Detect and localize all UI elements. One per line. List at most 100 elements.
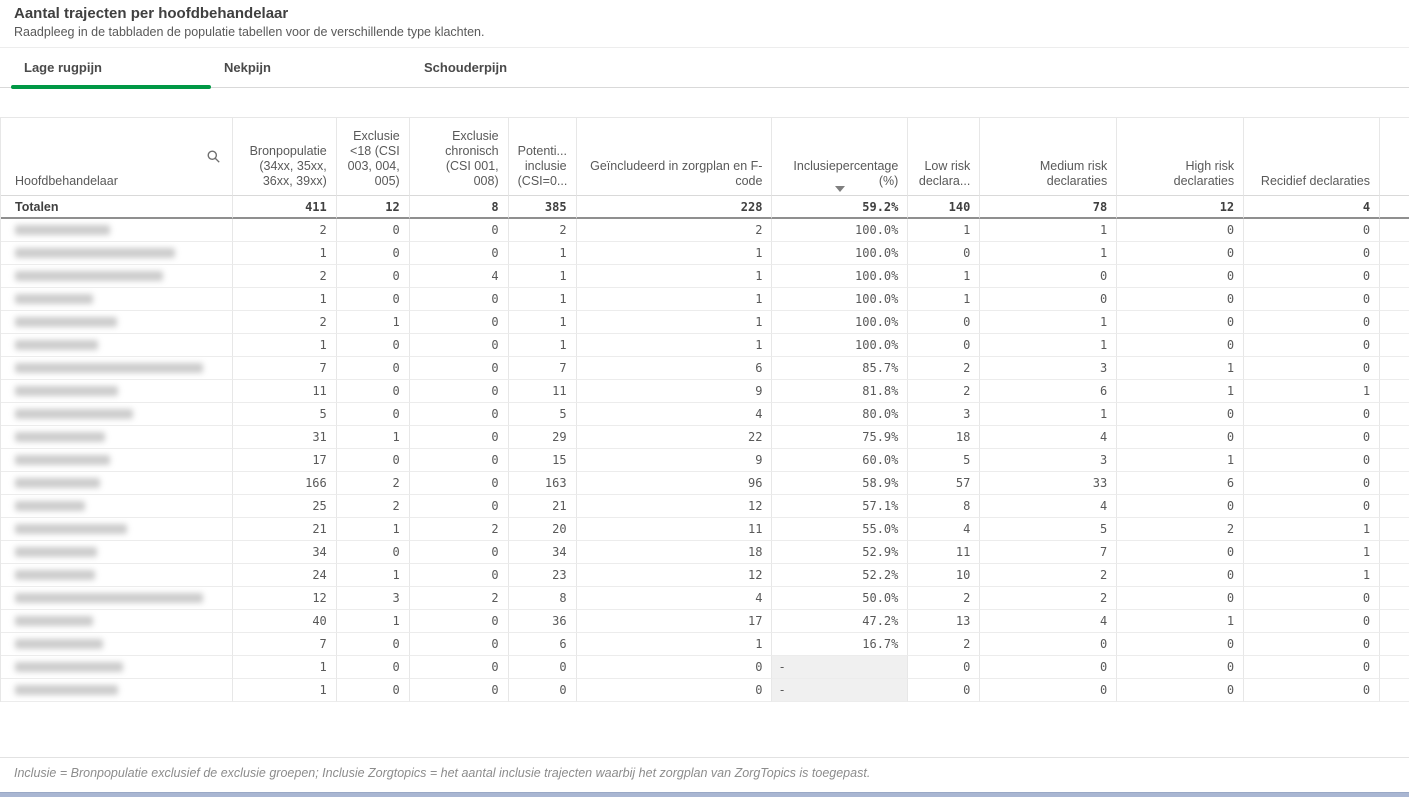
value-cell: 2: [508, 219, 577, 242]
value-cell: 166: [232, 472, 337, 495]
behandelaar-name-cell[interactable]: [1, 357, 233, 380]
value-cell: 29: [508, 426, 577, 449]
behandelaar-name-cell[interactable]: [1, 334, 233, 357]
behandelaar-name-cell[interactable]: [1, 242, 233, 265]
behandelaar-name-cell[interactable]: [1, 633, 233, 656]
behandelaar-name-cell[interactable]: [1, 610, 233, 633]
value-cell: 1: [980, 242, 1118, 265]
header-cell-0[interactable]: Hoofdbehandelaar: [1, 118, 233, 196]
table-row[interactable]: 34 0 0 34 18 52.9% 11 7 0 1: [1, 541, 1409, 564]
header-cell-6[interactable]: Inclusiepercentage (%): [772, 118, 909, 196]
row-spacer-cell: [1380, 449, 1409, 472]
redacted-name: [15, 432, 105, 442]
table-row[interactable]: 166 2 0 163 96 58.9% 57 33 6 0: [1, 472, 1409, 495]
header-cell-5[interactable]: Geïncludeerd in zorgplan en F-code: [576, 118, 773, 196]
value-cell: 25: [232, 495, 337, 518]
behandelaar-name-cell[interactable]: [1, 426, 233, 449]
behandelaar-name-cell[interactable]: [1, 587, 233, 610]
tab-schouderpijn[interactable]: Schouderpijn: [424, 60, 508, 75]
table-row[interactable]: 7 0 0 7 6 85.7% 2 3 1 0: [1, 357, 1409, 380]
table-row[interactable]: 11 0 0 11 9 81.8% 2 6 1 1: [1, 380, 1409, 403]
value-cell: 40: [232, 610, 337, 633]
table-row[interactable]: 2 1 0 1 1 100.0% 0 1 0 0: [1, 311, 1409, 334]
value-cell: 0: [1244, 403, 1381, 426]
value-cell: 0: [1117, 334, 1245, 357]
value-cell: 0: [1244, 472, 1381, 495]
value-cell: 0: [1117, 564, 1245, 587]
column-header-label: Bronpopulatie (34xx, 35xx, 36xx, 39xx): [249, 144, 327, 188]
tab-lage-rugpijn[interactable]: Lage rugpijn: [11, 48, 211, 89]
value-cell: 1: [908, 265, 981, 288]
value-cell: 1: [1117, 357, 1245, 380]
table-row[interactable]: 17 0 0 15 9 60.0% 5 3 1 0: [1, 449, 1409, 472]
value-cell: 8: [908, 495, 981, 518]
header-cell-2[interactable]: Exclusie <18 (CSI 003, 004, 005): [336, 118, 410, 196]
table-row[interactable]: 1 0 0 1 1 100.0% 1 0 0 0: [1, 288, 1409, 311]
behandelaar-name-cell[interactable]: [1, 288, 233, 311]
value-cell: 1: [576, 311, 773, 334]
table-row[interactable]: 7 0 0 6 1 16.7% 2 0 0 0: [1, 633, 1409, 656]
behandelaar-name-cell[interactable]: [1, 518, 233, 541]
behandelaar-name-cell[interactable]: [1, 403, 233, 426]
value-cell: 0: [1117, 265, 1245, 288]
value-cell: 2: [908, 357, 981, 380]
value-cell: 100.0%: [772, 265, 909, 288]
value-cell: 4: [908, 518, 981, 541]
value-cell: 2: [980, 564, 1118, 587]
behandelaar-name-cell[interactable]: [1, 541, 233, 564]
value-cell: 100.0%: [772, 288, 909, 311]
search-icon[interactable]: [207, 150, 220, 163]
table-row[interactable]: 2 0 0 2 2 100.0% 1 1 0 0: [1, 219, 1409, 242]
value-cell: 1: [508, 288, 577, 311]
column-header-label: Hoofdbehandelaar: [15, 174, 118, 188]
value-cell: 0: [409, 610, 509, 633]
table-row[interactable]: 2 0 4 1 1 100.0% 1 0 0 0: [1, 265, 1409, 288]
behandelaar-name-cell[interactable]: [1, 564, 233, 587]
value-cell: 0: [980, 265, 1118, 288]
table-row[interactable]: 31 1 0 29 22 75.9% 18 4 0 0: [1, 426, 1409, 449]
value-cell: 7: [232, 633, 337, 656]
table-row[interactable]: 40 1 0 36 17 47.2% 13 4 1 0: [1, 610, 1409, 633]
redacted-name: [15, 524, 127, 534]
redacted-name: [15, 409, 133, 419]
behandelaar-name-cell[interactable]: [1, 265, 233, 288]
table-row[interactable]: 21 1 2 20 11 55.0% 4 5 2 1: [1, 518, 1409, 541]
header-cell-9[interactable]: High risk declaraties: [1117, 118, 1245, 196]
header-cell-1[interactable]: Bronpopulatie (34xx, 35xx, 36xx, 39xx): [232, 118, 337, 196]
table-row[interactable]: 1 0 0 1 1 100.0% 0 1 0 0: [1, 334, 1409, 357]
value-cell: 2: [1117, 518, 1245, 541]
header-cell-4[interactable]: Potenti... inclusie (CSI=0...: [508, 118, 577, 196]
header-cell-3[interactable]: Exclusie chronisch (CSI 001, 008): [409, 118, 509, 196]
value-cell: 9: [576, 449, 773, 472]
value-cell: 4: [980, 426, 1118, 449]
header-cell-7[interactable]: Low risk declara...: [908, 118, 981, 196]
table-row[interactable]: 12 3 2 8 4 50.0% 2 2 0 0: [1, 587, 1409, 610]
value-cell: 0: [1244, 265, 1381, 288]
tab-nekpijn[interactable]: Nekpijn: [224, 60, 271, 75]
behandelaar-name-cell[interactable]: [1, 472, 233, 495]
row-spacer-cell: [1380, 610, 1409, 633]
value-cell: 3: [980, 357, 1118, 380]
header-cell-8[interactable]: Medium risk declaraties: [980, 118, 1118, 196]
behandelaar-name-cell[interactable]: [1, 495, 233, 518]
behandelaar-name-cell[interactable]: [1, 219, 233, 242]
column-header-label: Geïncludeerd in zorgplan en F-code: [590, 159, 763, 188]
horizontal-scrollbar[interactable]: [0, 792, 1409, 797]
behandelaar-name-cell[interactable]: [1, 449, 233, 472]
row-spacer-cell: [1380, 380, 1409, 403]
value-cell: 4: [980, 495, 1118, 518]
header-cell-10[interactable]: Recidief declaraties: [1244, 118, 1381, 196]
table-row[interactable]: 5 0 0 5 4 80.0% 3 1 0 0: [1, 403, 1409, 426]
table-row[interactable]: 25 2 0 21 12 57.1% 8 4 0 0: [1, 495, 1409, 518]
behandelaar-name-cell[interactable]: [1, 656, 233, 679]
behandelaar-name-cell[interactable]: [1, 679, 233, 702]
behandelaar-name-cell[interactable]: [1, 380, 233, 403]
tab-bar: Lage rugpijn Nekpijn Schouderpijn: [0, 47, 1409, 89]
value-cell: 0: [409, 242, 509, 265]
table-row[interactable]: 1 0 0 1 1 100.0% 0 1 0 0: [1, 242, 1409, 265]
value-cell: 1: [232, 656, 337, 679]
table-row[interactable]: 24 1 0 23 12 52.2% 10 2 0 1: [1, 564, 1409, 587]
behandelaar-name-cell[interactable]: [1, 311, 233, 334]
